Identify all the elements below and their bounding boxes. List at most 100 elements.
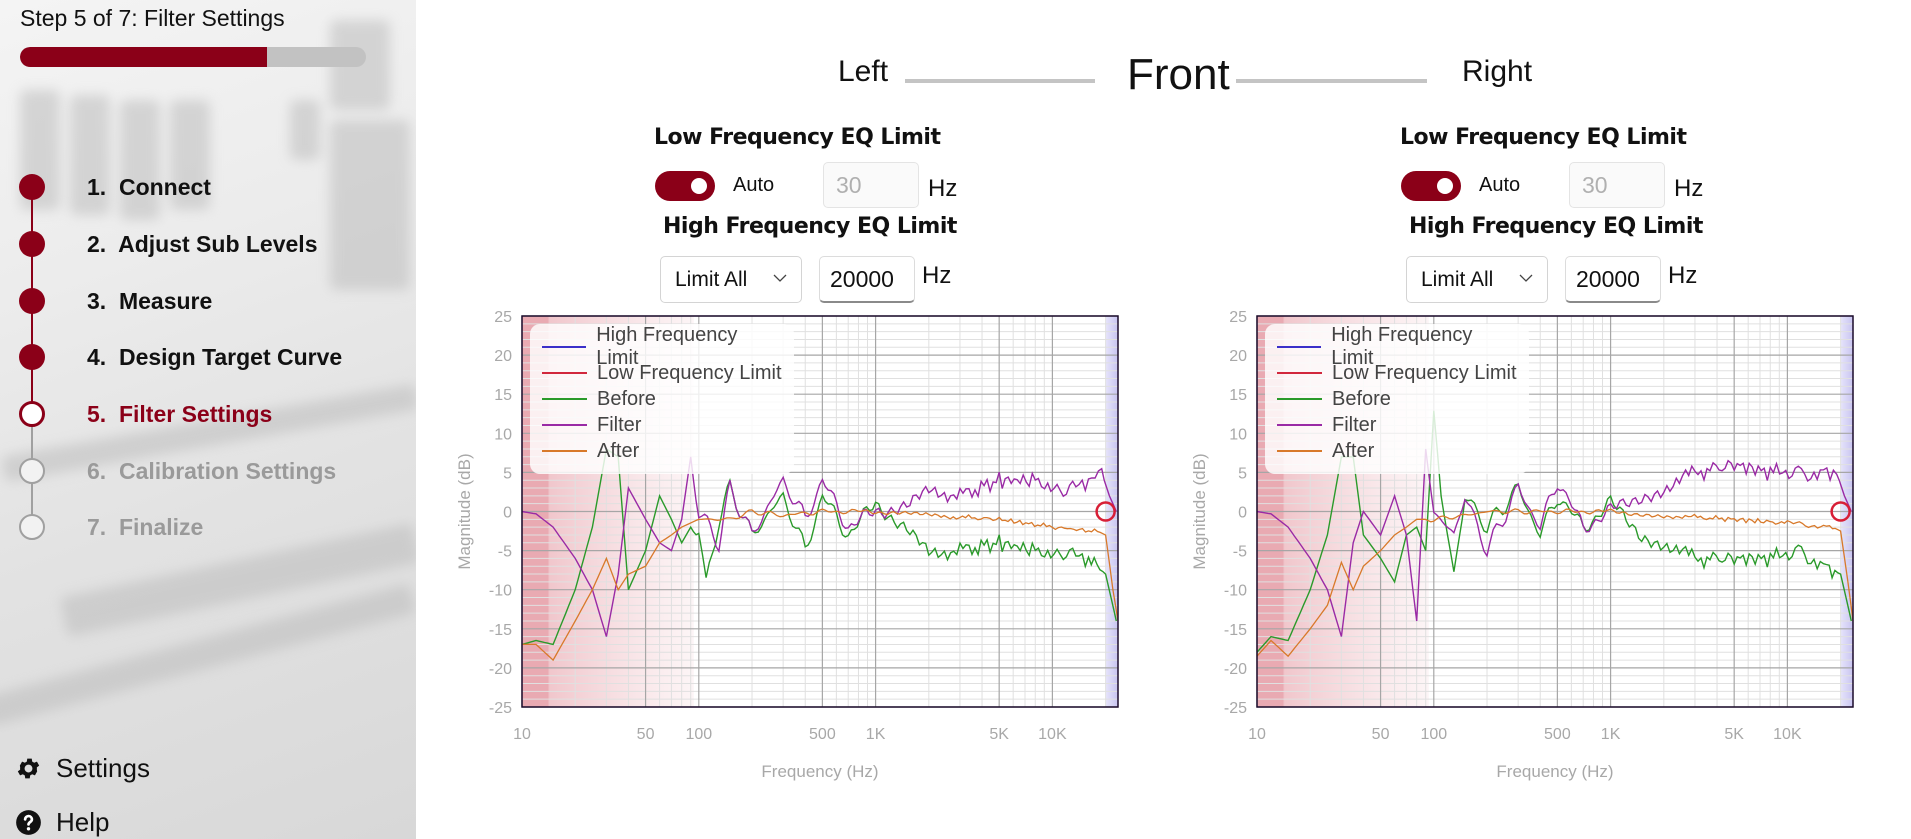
wizard-progress-bar	[20, 47, 366, 67]
chevron-down-icon	[1519, 274, 1533, 282]
step-item-finalize[interactable]: 7. Finalize	[19, 513, 203, 541]
svg-text:0: 0	[503, 505, 512, 522]
svg-text:Frequency (Hz): Frequency (Hz)	[1496, 762, 1613, 781]
legend-item-high-frequency-limit[interactable]: High Frequency Limit	[542, 324, 782, 369]
auto-low-limit-toggle[interactable]	[1401, 171, 1461, 201]
step-current-icon	[19, 401, 45, 427]
legend-item-after[interactable]: After	[1277, 438, 1517, 464]
auto-low-limit-toggle[interactable]	[655, 171, 715, 201]
high-limit-handle[interactable]	[1830, 501, 1851, 522]
svg-text:15: 15	[494, 387, 512, 404]
svg-text:500: 500	[1544, 726, 1571, 743]
sidebar-background-image	[0, 0, 416, 839]
svg-text:Magnitude (dB): Magnitude (dB)	[455, 453, 474, 569]
svg-text:-15: -15	[489, 622, 512, 639]
svg-text:10: 10	[1229, 426, 1247, 443]
right-frequency-response-chart[interactable]: 25 20 15 10 5 0 -5 -10 -15 -20 -25 10 50 100 500 1K 5K 10…	[1175, 300, 1911, 800]
auto-label: Auto	[733, 174, 775, 196]
step-item-connect[interactable]: 1. Connect	[19, 173, 211, 201]
svg-text:25: 25	[494, 309, 512, 326]
legend-label: Low Frequency Limit	[597, 361, 782, 384]
legend-item-before[interactable]: Before	[1277, 386, 1517, 412]
legend-item-high-frequency-limit[interactable]: High Frequency Limit	[1277, 324, 1517, 369]
high-limit-mode-select[interactable]: Limit All	[1406, 256, 1548, 303]
step-item-adjust-sub-levels[interactable]: 2. Adjust Sub Levels	[19, 230, 317, 258]
svg-text:10K: 10K	[1773, 726, 1802, 743]
svg-text:0: 0	[1238, 505, 1247, 522]
legend-label: Low Frequency Limit	[1332, 361, 1517, 384]
speaker-group-title: Front	[1127, 50, 1230, 99]
legend-item-filter[interactable]: Filter	[1277, 412, 1517, 438]
help-link[interactable]: Help	[15, 807, 109, 838]
legend-item-low-frequency-limit[interactable]: Low Frequency Limit	[542, 360, 782, 386]
step-item-design-target-curve[interactable]: 4. Design Target Curve	[19, 343, 342, 371]
series-filter	[521, 456, 1117, 637]
step-complete-icon	[19, 231, 45, 257]
step-item-measure[interactable]: 3. Measure	[19, 287, 212, 315]
select-value: Limit All	[1421, 267, 1494, 291]
wizard-step-title: Step 5 of 7: Filter Settings	[20, 5, 285, 31]
channel-right-label: Right	[1462, 55, 1533, 88]
legend-item-before[interactable]: Before	[542, 386, 782, 412]
svg-text:20: 20	[1229, 348, 1247, 365]
svg-text:100: 100	[1420, 726, 1447, 743]
step-pending-icon	[19, 458, 45, 484]
high-frequency-limit-title: High Frequency EQ Limit	[663, 214, 957, 239]
series-filter	[1256, 448, 1852, 637]
svg-text:25: 25	[1229, 309, 1247, 326]
svg-text:5K: 5K	[989, 726, 1009, 743]
low-frequency-limit-input[interactable]	[823, 162, 919, 208]
legend-swatch-icon	[542, 372, 587, 374]
svg-text:100: 100	[685, 726, 712, 743]
svg-text:10: 10	[494, 426, 512, 443]
high-frequency-limit-input[interactable]	[1565, 256, 1661, 303]
svg-text:10: 10	[1248, 726, 1266, 743]
step-label: 5. Filter Settings	[87, 400, 273, 427]
divider-line	[1236, 79, 1427, 83]
low-limit-unit: Hz	[1674, 175, 1704, 202]
left-frequency-response-chart[interactable]: 25 20 15 10 5 0 -5 -10 -15 -20 -25 10 50 100 500 1K 5K 10…	[440, 300, 1200, 800]
svg-text:Frequency (Hz): Frequency (Hz)	[761, 762, 878, 781]
divider-line	[905, 79, 1095, 83]
wizard-progress-fill	[20, 47, 268, 67]
legend-item-low-frequency-limit[interactable]: Low Frequency Limit	[1277, 360, 1517, 386]
legend-swatch-icon	[1277, 398, 1322, 400]
svg-text:5: 5	[503, 465, 512, 482]
svg-text:50: 50	[1372, 726, 1390, 743]
step-label: 2. Adjust Sub Levels	[87, 230, 318, 257]
high-limit-mode-select[interactable]: Limit All	[660, 256, 802, 303]
legend-swatch-icon	[542, 450, 587, 452]
svg-text:20: 20	[494, 348, 512, 365]
svg-text:-20: -20	[1224, 661, 1247, 678]
chevron-down-icon	[773, 274, 787, 282]
settings-link[interactable]: Settings	[15, 753, 150, 784]
legend-label: Before	[597, 387, 656, 410]
step-label: 4. Design Target Curve	[87, 343, 343, 370]
step-pending-icon	[19, 514, 45, 540]
toggle-knob	[1437, 178, 1453, 194]
svg-text:5K: 5K	[1724, 726, 1744, 743]
step-complete-icon	[19, 174, 45, 200]
channel-left-label: Left	[838, 55, 889, 88]
legend-item-filter[interactable]: Filter	[542, 412, 782, 438]
step-label: 6. Calibration Settings	[87, 457, 337, 484]
legend-item-after[interactable]: After	[542, 438, 782, 464]
svg-text:-25: -25	[1224, 700, 1247, 717]
high-frequency-limit-input[interactable]	[819, 256, 915, 303]
high-limit-unit: Hz	[922, 262, 952, 289]
step-item-filter-settings[interactable]: 5. Filter Settings	[19, 400, 272, 428]
low-frequency-limit-input[interactable]	[1569, 162, 1665, 208]
svg-text:500: 500	[809, 726, 836, 743]
step-item-calibration-settings[interactable]: 6. Calibration Settings	[19, 457, 336, 485]
high-limit-unit: Hz	[1668, 262, 1698, 289]
low-limit-unit: Hz	[928, 175, 958, 202]
high-limit-handle[interactable]	[1095, 501, 1116, 522]
legend-swatch-icon	[542, 398, 587, 400]
svg-text:15: 15	[1229, 387, 1247, 404]
help-circle-icon	[16, 810, 41, 835]
legend-swatch-icon	[542, 424, 587, 426]
legend-label: Before	[1332, 387, 1391, 410]
legend-label: Filter	[597, 413, 642, 436]
chart-legend: High Frequency Limit Low Frequency Limit B…	[530, 324, 794, 474]
